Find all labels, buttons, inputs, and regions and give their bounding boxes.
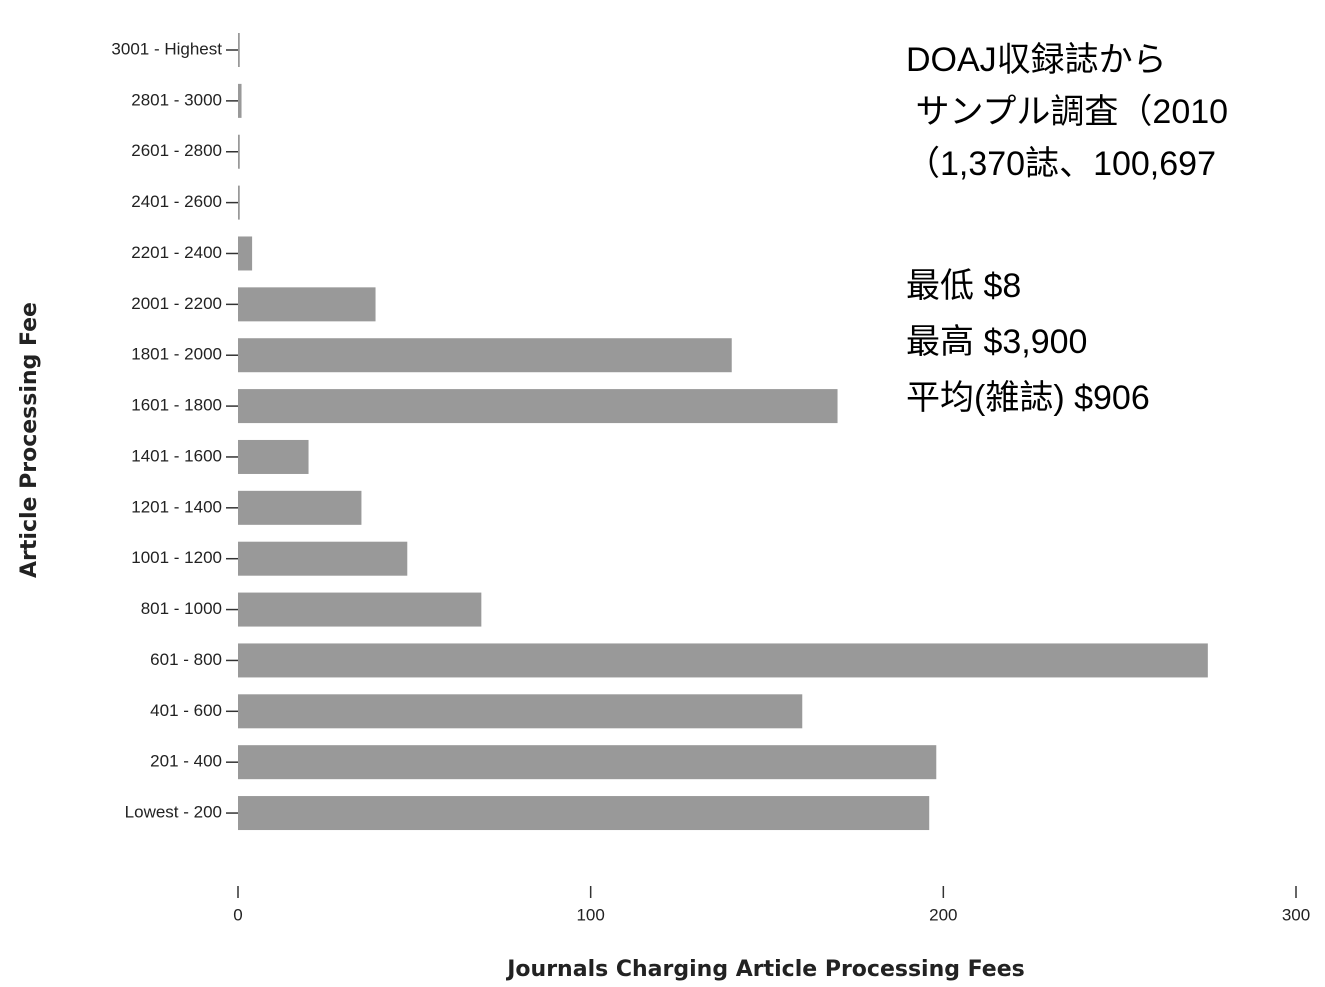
y-tick-label: 2401 - 2600	[131, 192, 222, 211]
y-tick-label: Lowest - 200	[125, 803, 222, 822]
y-tick-label: 1601 - 1800	[131, 396, 222, 415]
x-tick-label: 0	[233, 905, 242, 924]
y-tick-label: 2801 - 3000	[131, 90, 222, 109]
y-tick-label: 2001 - 2200	[131, 294, 222, 313]
bar	[238, 185, 240, 220]
bar	[238, 796, 930, 831]
annotation: （1,370誌、100,697	[906, 145, 1216, 183]
x-tick-label: 300	[1282, 905, 1310, 924]
y-tick-label: 2601 - 2800	[131, 141, 222, 160]
y-tick-label: 1001 - 1200	[131, 548, 222, 567]
y-tick-label: 1201 - 1400	[131, 497, 222, 516]
x-tick-label: 100	[576, 905, 604, 924]
bar	[238, 287, 376, 322]
annotation: 最高 $3,900	[906, 323, 1087, 361]
bar	[238, 541, 408, 576]
bar	[238, 643, 1208, 678]
bar	[238, 745, 937, 780]
x-axis-title: Journals Charging Article Processing Fee…	[505, 957, 1025, 982]
y-tick-label: 1401 - 1600	[131, 446, 222, 465]
y-tick-label: 2201 - 2400	[131, 243, 222, 262]
bar	[238, 33, 240, 67]
y-tick-label: 201 - 400	[150, 752, 222, 771]
x-tick-label: 200	[929, 905, 957, 924]
bar	[238, 490, 362, 525]
bar	[238, 236, 253, 271]
y-tick-label: 401 - 600	[150, 701, 222, 720]
y-tick-label: 3001 - Highest	[111, 39, 222, 58]
annotation: 平均(雑誌) $906	[906, 379, 1150, 417]
bar	[238, 389, 838, 424]
bar	[238, 592, 482, 627]
y-tick-label: 801 - 1000	[141, 599, 222, 618]
bar	[238, 694, 803, 729]
annotation: DOAJ収録誌から	[906, 41, 1167, 79]
bar	[238, 439, 309, 474]
bar	[238, 83, 242, 118]
annotation: 最低 $8	[906, 267, 1021, 305]
y-tick-label: 1801 - 2000	[131, 345, 222, 364]
bar	[238, 338, 732, 373]
y-axis-title: Article Processing Fee	[17, 302, 42, 578]
annotation: サンプル調査（2010	[906, 93, 1228, 131]
y-tick-label: 601 - 800	[150, 650, 222, 669]
bar	[238, 134, 240, 169]
